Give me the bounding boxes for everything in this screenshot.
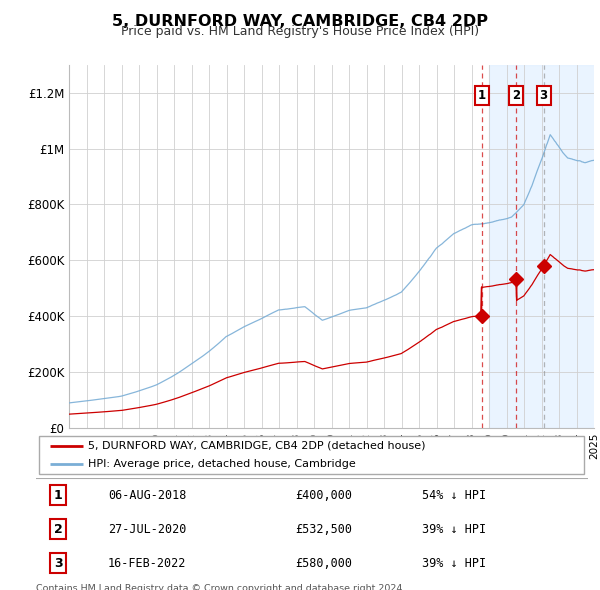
Text: 5, DURNFORD WAY, CAMBRIDGE, CB4 2DP: 5, DURNFORD WAY, CAMBRIDGE, CB4 2DP (112, 14, 488, 29)
FancyBboxPatch shape (39, 435, 584, 474)
Text: 54% ↓ HPI: 54% ↓ HPI (422, 489, 487, 502)
Text: HPI: Average price, detached house, Cambridge: HPI: Average price, detached house, Camb… (88, 459, 356, 469)
Text: 2: 2 (54, 523, 62, 536)
Text: 39% ↓ HPI: 39% ↓ HPI (422, 523, 487, 536)
Text: 27-JUL-2020: 27-JUL-2020 (108, 523, 186, 536)
Text: Price paid vs. HM Land Registry's House Price Index (HPI): Price paid vs. HM Land Registry's House … (121, 25, 479, 38)
Text: Contains HM Land Registry data © Crown copyright and database right 2024.
This d: Contains HM Land Registry data © Crown c… (36, 584, 406, 590)
Text: 3: 3 (54, 557, 62, 570)
Text: 2: 2 (512, 89, 521, 102)
Bar (489, 65, 600, 428)
Text: £532,500: £532,500 (295, 523, 352, 536)
Text: 16-FEB-2022: 16-FEB-2022 (108, 557, 186, 570)
Text: 5, DURNFORD WAY, CAMBRIDGE, CB4 2DP (detached house): 5, DURNFORD WAY, CAMBRIDGE, CB4 2DP (det… (88, 441, 426, 451)
Text: 1: 1 (54, 489, 62, 502)
Text: 06-AUG-2018: 06-AUG-2018 (108, 489, 186, 502)
Text: £580,000: £580,000 (295, 557, 352, 570)
Text: £400,000: £400,000 (295, 489, 352, 502)
Text: 39% ↓ HPI: 39% ↓ HPI (422, 557, 487, 570)
Text: 3: 3 (539, 89, 548, 102)
Text: 1: 1 (478, 89, 486, 102)
